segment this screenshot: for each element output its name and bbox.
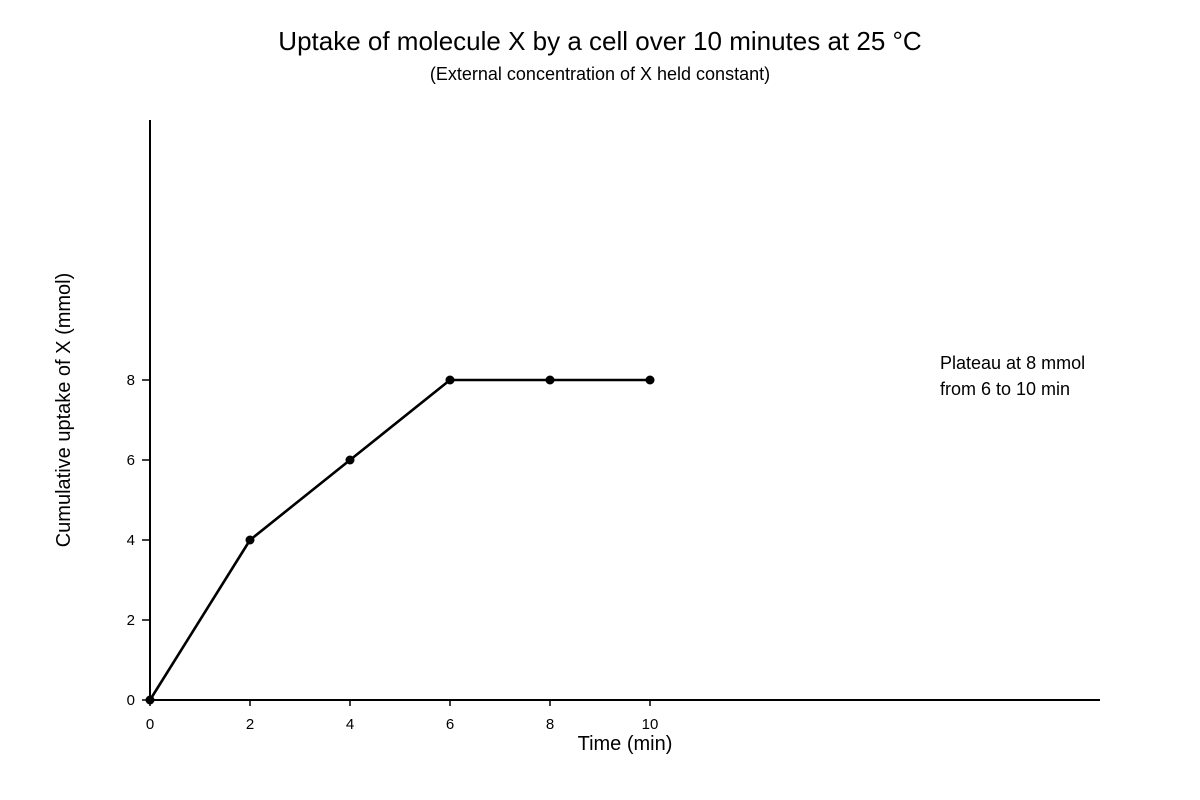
x-axis-label: Time (min) (578, 733, 673, 755)
x-ticks: 0 2 4 6 8 10 (146, 700, 659, 733)
data-point (245, 535, 255, 545)
data-point (545, 375, 555, 385)
chart-subtitle: (External concentration of X held consta… (430, 64, 770, 84)
annotation-line-1: Plateau at 8 mmol (940, 353, 1085, 373)
annotation-line-2: from 6 to 10 min (940, 379, 1070, 399)
x-tick-label: 6 (446, 716, 454, 733)
chart-title: Uptake of molecule X by a cell over 10 m… (278, 26, 921, 56)
plateau-annotation: Plateau at 8 mmol from 6 to 10 min (940, 353, 1090, 399)
y-ticks: 0 2 4 6 8 (127, 372, 150, 709)
x-tick-label: 4 (346, 716, 354, 733)
y-tick-label: 8 (127, 372, 135, 389)
data-point (645, 375, 655, 385)
y-tick-label: 2 (127, 612, 135, 629)
data-point (145, 695, 155, 705)
series-line (148, 378, 652, 702)
y-axis-label: Cumulative uptake of X (mmol) (53, 273, 75, 548)
x-tick-label: 2 (246, 716, 254, 733)
y-tick-label: 0 (127, 692, 135, 709)
y-tick-label: 4 (127, 532, 135, 549)
series-group (145, 375, 655, 705)
x-tick-label: 0 (146, 716, 154, 733)
axes (149, 120, 1100, 701)
data-point (345, 455, 355, 465)
x-tick-label: 8 (546, 716, 554, 733)
data-point (445, 375, 455, 385)
y-tick-label: 6 (127, 452, 135, 469)
x-tick-label: 10 (642, 716, 659, 733)
